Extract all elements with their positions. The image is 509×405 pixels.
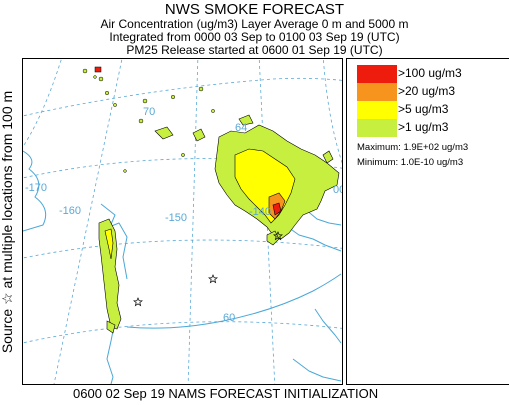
integration-period-line: Integrated from 0000 03 Sep to 0100 03 S… [109,30,400,44]
lat-label-64: 64 [235,122,247,134]
longitude-line [258,59,276,384]
legend-item: >5 ug/m3 [357,101,487,119]
longitude-line [23,59,62,148]
source-markers [133,231,283,307]
legend-item: >1 ug/m3 [357,119,487,137]
smoke-plume-alaska [154,114,340,246]
legend-panel: >100 ug/m3 >20 ug/m3 >5 ug/m3 >1 ug/m3 M… [346,58,509,385]
latitude-line [23,239,342,259]
smoke-plume-kamchatka [98,218,122,334]
legend-minimum: Minimum: 1.0E-10 ug/m3 [357,157,464,168]
lat-label-00: 00 [333,184,342,196]
graticule [23,59,342,384]
legend-item: >100 ug/m3 [357,65,487,83]
longitude-line [187,59,199,384]
coastline-chukotka [23,150,47,232]
latitude-line [23,321,342,344]
legend-label: >5 ug/m3 [398,102,449,116]
latitude-line [23,77,342,117]
lon-label-150: -150 [165,212,187,224]
concentration-layer-line: Air Concentration (ug/m3) Layer Average … [100,17,409,31]
grid-labels: -170 -160 -150 -140 64 00 70 60 [25,106,342,324]
legend-label: >1 ug/m3 [398,120,449,134]
legend-label: >20 ug/m3 [398,84,456,98]
release-start-line: PM25 Release started at 0600 01 Sep 19 (… [126,43,383,57]
legend-swatch [357,119,397,137]
source-star-icon [208,274,218,284]
legend-item: >20 ug/m3 [357,83,487,101]
map-canvas: -170 -160 -150 -140 64 00 70 60 [23,59,342,384]
legend-maximum: Maximum: 1.9E+02 ug/m3 [357,142,469,153]
lon-label-170: -170 [25,182,47,194]
smoke-map: -170 -160 -150 -140 64 00 70 60 [22,58,343,385]
lon-label-160: -160 [59,205,81,217]
source-star-icon [133,297,143,307]
legend-swatch [357,65,397,83]
lat-label-70: 70 [143,106,155,118]
lat-label-60: 60 [223,312,235,324]
smoke-spots [82,68,215,173]
source-location-label: Source ☆ at multiple locations from 100 … [0,90,15,354]
legend-swatch [357,101,397,119]
hotspot-far-north [94,66,102,73]
coastline-seak [314,308,342,344]
legend-swatch [357,83,397,101]
product-title: NWS SMOKE FORECAST [164,1,345,18]
legend-label: >100 ug/m3 [398,66,462,80]
forecast-init-footer: 0600 02 Sep 19 NAMS FORECAST INITIALIZAT… [73,386,379,401]
lon-label-140: -140 [249,206,271,218]
coastline-bc [292,358,342,382]
coastline-kamchatka-east [108,222,128,280]
coastline-aleutians [126,273,342,329]
source-star-icon [273,231,283,241]
